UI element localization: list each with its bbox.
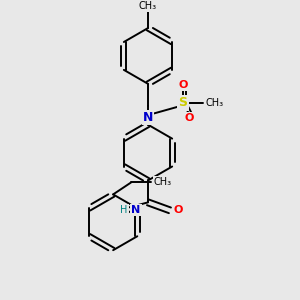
Text: N: N [131,205,141,215]
Text: O: O [178,80,188,90]
Text: O: O [184,113,194,123]
Text: N: N [143,111,153,124]
Text: H: H [120,205,128,215]
Text: CH₃: CH₃ [154,178,172,188]
Text: CH₃: CH₃ [139,1,157,11]
Text: S: S [178,96,188,109]
Text: CH₃: CH₃ [206,98,224,108]
Text: O: O [173,205,183,215]
